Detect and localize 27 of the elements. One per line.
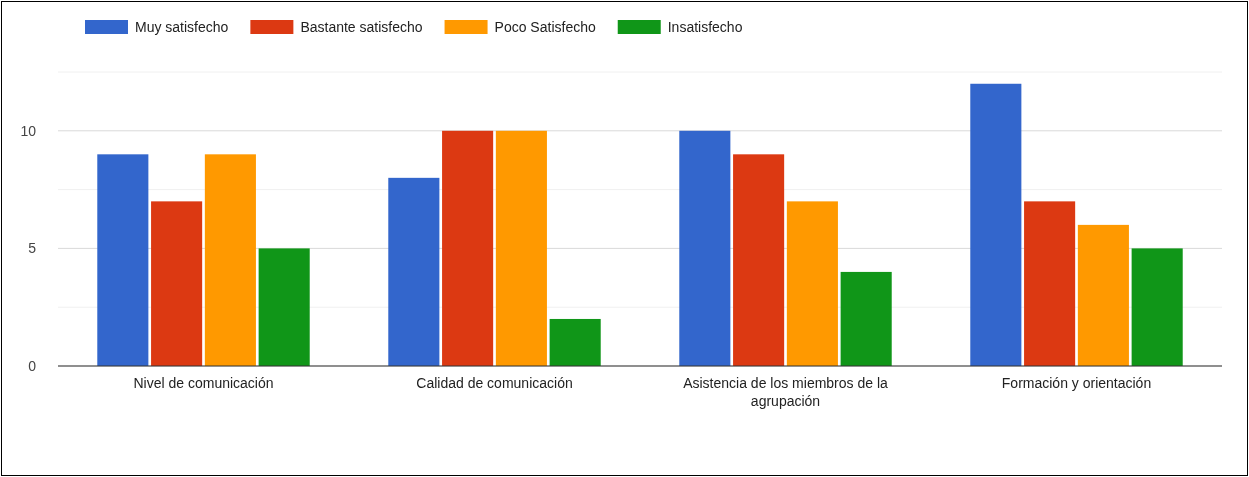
bar: [970, 83, 1022, 366]
x-tick-label: Calidad de comunicación: [416, 374, 573, 391]
legend-label: Insatisfecho: [667, 19, 743, 35]
bar: [733, 154, 785, 366]
bar: [388, 177, 440, 366]
bar: [786, 201, 838, 366]
bar: [840, 271, 892, 366]
bar: [1077, 224, 1129, 366]
bar: [549, 318, 601, 366]
bar: [151, 201, 203, 366]
bar: [1024, 201, 1076, 366]
bar: [679, 130, 731, 366]
legend-label: Muy satisfecho: [135, 19, 229, 35]
bar: [442, 130, 494, 366]
x-tick-label: Nivel de comunicación: [133, 374, 274, 391]
y-tick-label: 10: [20, 122, 37, 139]
bar: [495, 130, 547, 366]
x-tick-label: Formación y orientación: [1001, 374, 1152, 391]
bar: [1131, 248, 1183, 366]
bar: [258, 248, 310, 366]
x-tick-label: Asistencia de los miembros de la agrupación: [683, 374, 889, 410]
y-tick-label: 5: [28, 240, 37, 257]
legend-label: Poco Satisfecho: [494, 19, 596, 35]
bar: [97, 154, 149, 366]
bar: [204, 154, 256, 366]
y-tick-label: 0: [28, 357, 37, 374]
legend-label: Bastante satisfecho: [300, 19, 423, 35]
